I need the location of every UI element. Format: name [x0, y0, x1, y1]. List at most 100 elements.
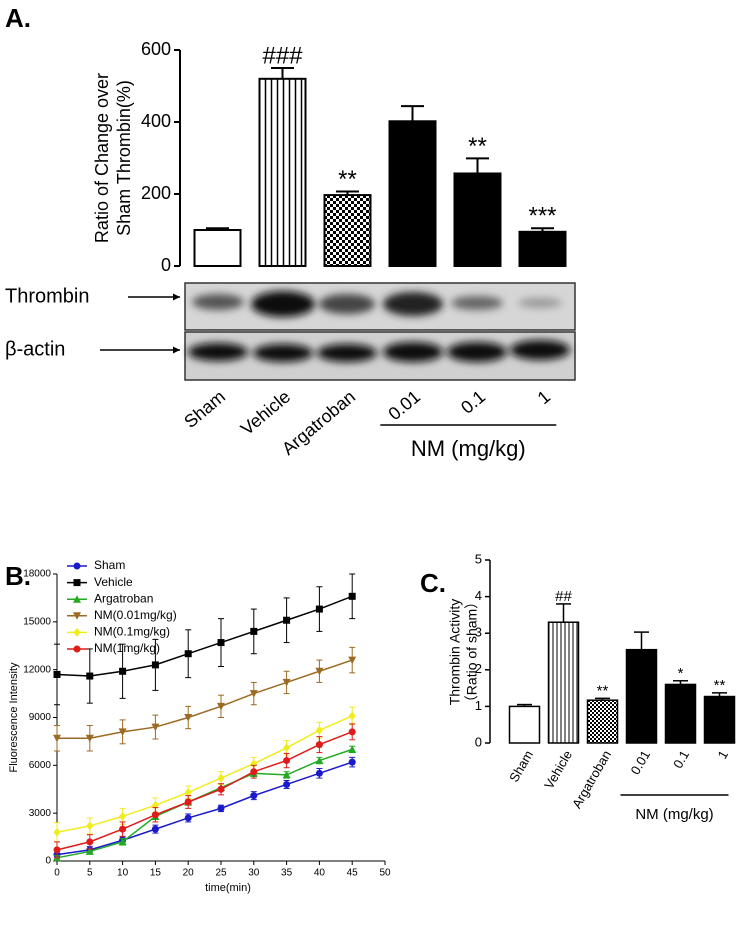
- y-tick-label: 3: [475, 625, 482, 640]
- x-tick-label: Vehicle: [237, 386, 294, 439]
- annotation: ###: [262, 43, 303, 70]
- panel-label: B.: [5, 561, 31, 591]
- bar: [518, 230, 567, 268]
- group-label: NM (mg/kg): [635, 806, 713, 823]
- annotation: *: [678, 665, 684, 682]
- marker: [315, 769, 323, 777]
- marker: [184, 714, 193, 722]
- x-tick-label: 0.01: [384, 386, 424, 424]
- x-tick-label: Argatroban: [569, 748, 614, 811]
- bar: [508, 705, 541, 744]
- marker: [315, 725, 323, 735]
- y-tick-label: 2: [475, 661, 482, 676]
- bar: [586, 699, 619, 744]
- annotation: **: [468, 133, 487, 160]
- legend-label: NM(0.1mg/kg): [94, 625, 170, 639]
- y-axis-label: Sham Thrombin(%): [114, 80, 134, 236]
- y-tick-label: 18000: [23, 569, 51, 580]
- x-tick-label: Sham: [180, 386, 229, 432]
- marker: [348, 728, 356, 736]
- marker: [217, 785, 225, 793]
- marker: [85, 847, 94, 855]
- x-tick-label: 0.1: [457, 386, 489, 417]
- marker: [283, 616, 291, 624]
- marker: [217, 804, 225, 812]
- panel-label: C.: [420, 568, 446, 598]
- marker: [217, 702, 225, 711]
- legend-marker: [73, 562, 81, 570]
- marker: [184, 798, 192, 806]
- marker: [250, 759, 258, 769]
- marker: [86, 838, 94, 846]
- marker: [250, 768, 258, 776]
- annotation: **: [338, 166, 357, 193]
- marker: [250, 627, 258, 635]
- y-tick-label: 9000: [29, 712, 52, 723]
- series-line: [56, 595, 353, 677]
- y-axis-label: Thrombin Activity: [447, 599, 463, 706]
- marker: [184, 650, 192, 658]
- series-line: [56, 748, 353, 859]
- legend-marker: [73, 612, 81, 620]
- marker: [348, 711, 356, 721]
- marker: [53, 827, 61, 837]
- x-tick-label: 35: [281, 868, 293, 879]
- y-tick-label: 0: [161, 255, 171, 275]
- marker: [184, 814, 192, 822]
- bar: [664, 683, 697, 744]
- bar: [625, 648, 658, 744]
- marker: [348, 592, 356, 600]
- blot: [100, 282, 576, 381]
- marker: [282, 678, 291, 687]
- x-axis-label: time(min): [205, 882, 251, 894]
- x-tick-label: 30: [248, 868, 260, 879]
- series-line: [56, 761, 353, 856]
- y-tick-label: 12000: [23, 664, 51, 675]
- bar: [453, 172, 502, 267]
- series-line: [56, 731, 353, 851]
- marker: [315, 741, 323, 749]
- x-tick-label: 0: [54, 868, 60, 879]
- x-tick-label: 0.1: [670, 748, 692, 771]
- group-label: NM (mg/kg): [411, 436, 526, 461]
- y-tick-label: 15000: [23, 616, 51, 627]
- x-tick-label: Vehicle: [541, 748, 575, 792]
- marker: [217, 639, 225, 647]
- marker: [119, 811, 127, 821]
- marker: [53, 734, 61, 743]
- x-tick-label: Sham: [506, 748, 536, 785]
- bar: [388, 120, 437, 267]
- panel-label: A.: [5, 3, 31, 33]
- x-tick-label: 1: [534, 386, 555, 408]
- blot-label: Thrombin: [5, 285, 89, 307]
- y-tick-label: 400: [141, 111, 171, 131]
- x-tick-label: 10: [117, 868, 129, 879]
- marker: [348, 745, 357, 753]
- legend-label: NM(0.01mg/kg): [94, 608, 177, 622]
- marker: [348, 656, 357, 665]
- y-tick-label: 4: [475, 588, 482, 603]
- marker: [283, 780, 291, 788]
- marker: [315, 605, 323, 613]
- marker: [315, 756, 324, 765]
- y-tick-label: 600: [141, 39, 171, 59]
- marker: [315, 667, 324, 676]
- annotation: ##: [555, 588, 572, 605]
- bar: [193, 229, 242, 267]
- legend-label: Vehicle: [94, 575, 133, 589]
- annotation: **: [714, 677, 726, 694]
- annotation: ***: [528, 203, 556, 230]
- marker: [118, 837, 127, 846]
- legend-marker: [73, 595, 81, 603]
- series-line: [57, 659, 353, 739]
- series-line: [56, 715, 353, 834]
- marker: [282, 770, 291, 779]
- marker: [283, 757, 291, 765]
- marker: [184, 787, 192, 797]
- marker: [53, 846, 61, 854]
- x-tick-label: 5: [87, 868, 93, 879]
- y-tick-label: 3000: [29, 808, 52, 819]
- x-tick-label: 25: [215, 868, 227, 879]
- marker: [151, 723, 160, 732]
